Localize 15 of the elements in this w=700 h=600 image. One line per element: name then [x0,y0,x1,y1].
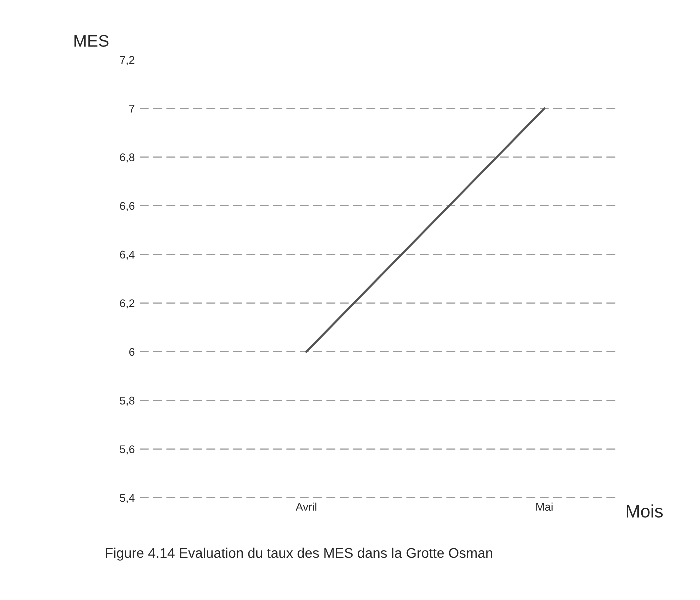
y-tick-label: 6 [130,348,135,356]
y-tick-label: 5,4 [120,494,135,504]
x-tick-label: Avril [296,502,317,511]
y-tick-label: 6,4 [120,250,135,260]
y-axis-title: MES [74,35,109,48]
y-tick-label: 7,2 [120,56,135,66]
x-axis-title: Mois [627,504,663,518]
x-tick-label: Mai [536,502,553,512]
y-tick-label: 6,8 [120,154,135,163]
y-tick-label: 5,6 [120,446,135,455]
y-tick-label: 5,8 [120,396,135,406]
y-tick-label: 6,6 [120,202,135,212]
y-tick-label: 6,2 [120,300,135,309]
caption: Figure 4.14 Evaluation du taux des MES dans la Grotte Osman [106,548,492,561]
y-tick-label: 7 [130,105,135,113]
